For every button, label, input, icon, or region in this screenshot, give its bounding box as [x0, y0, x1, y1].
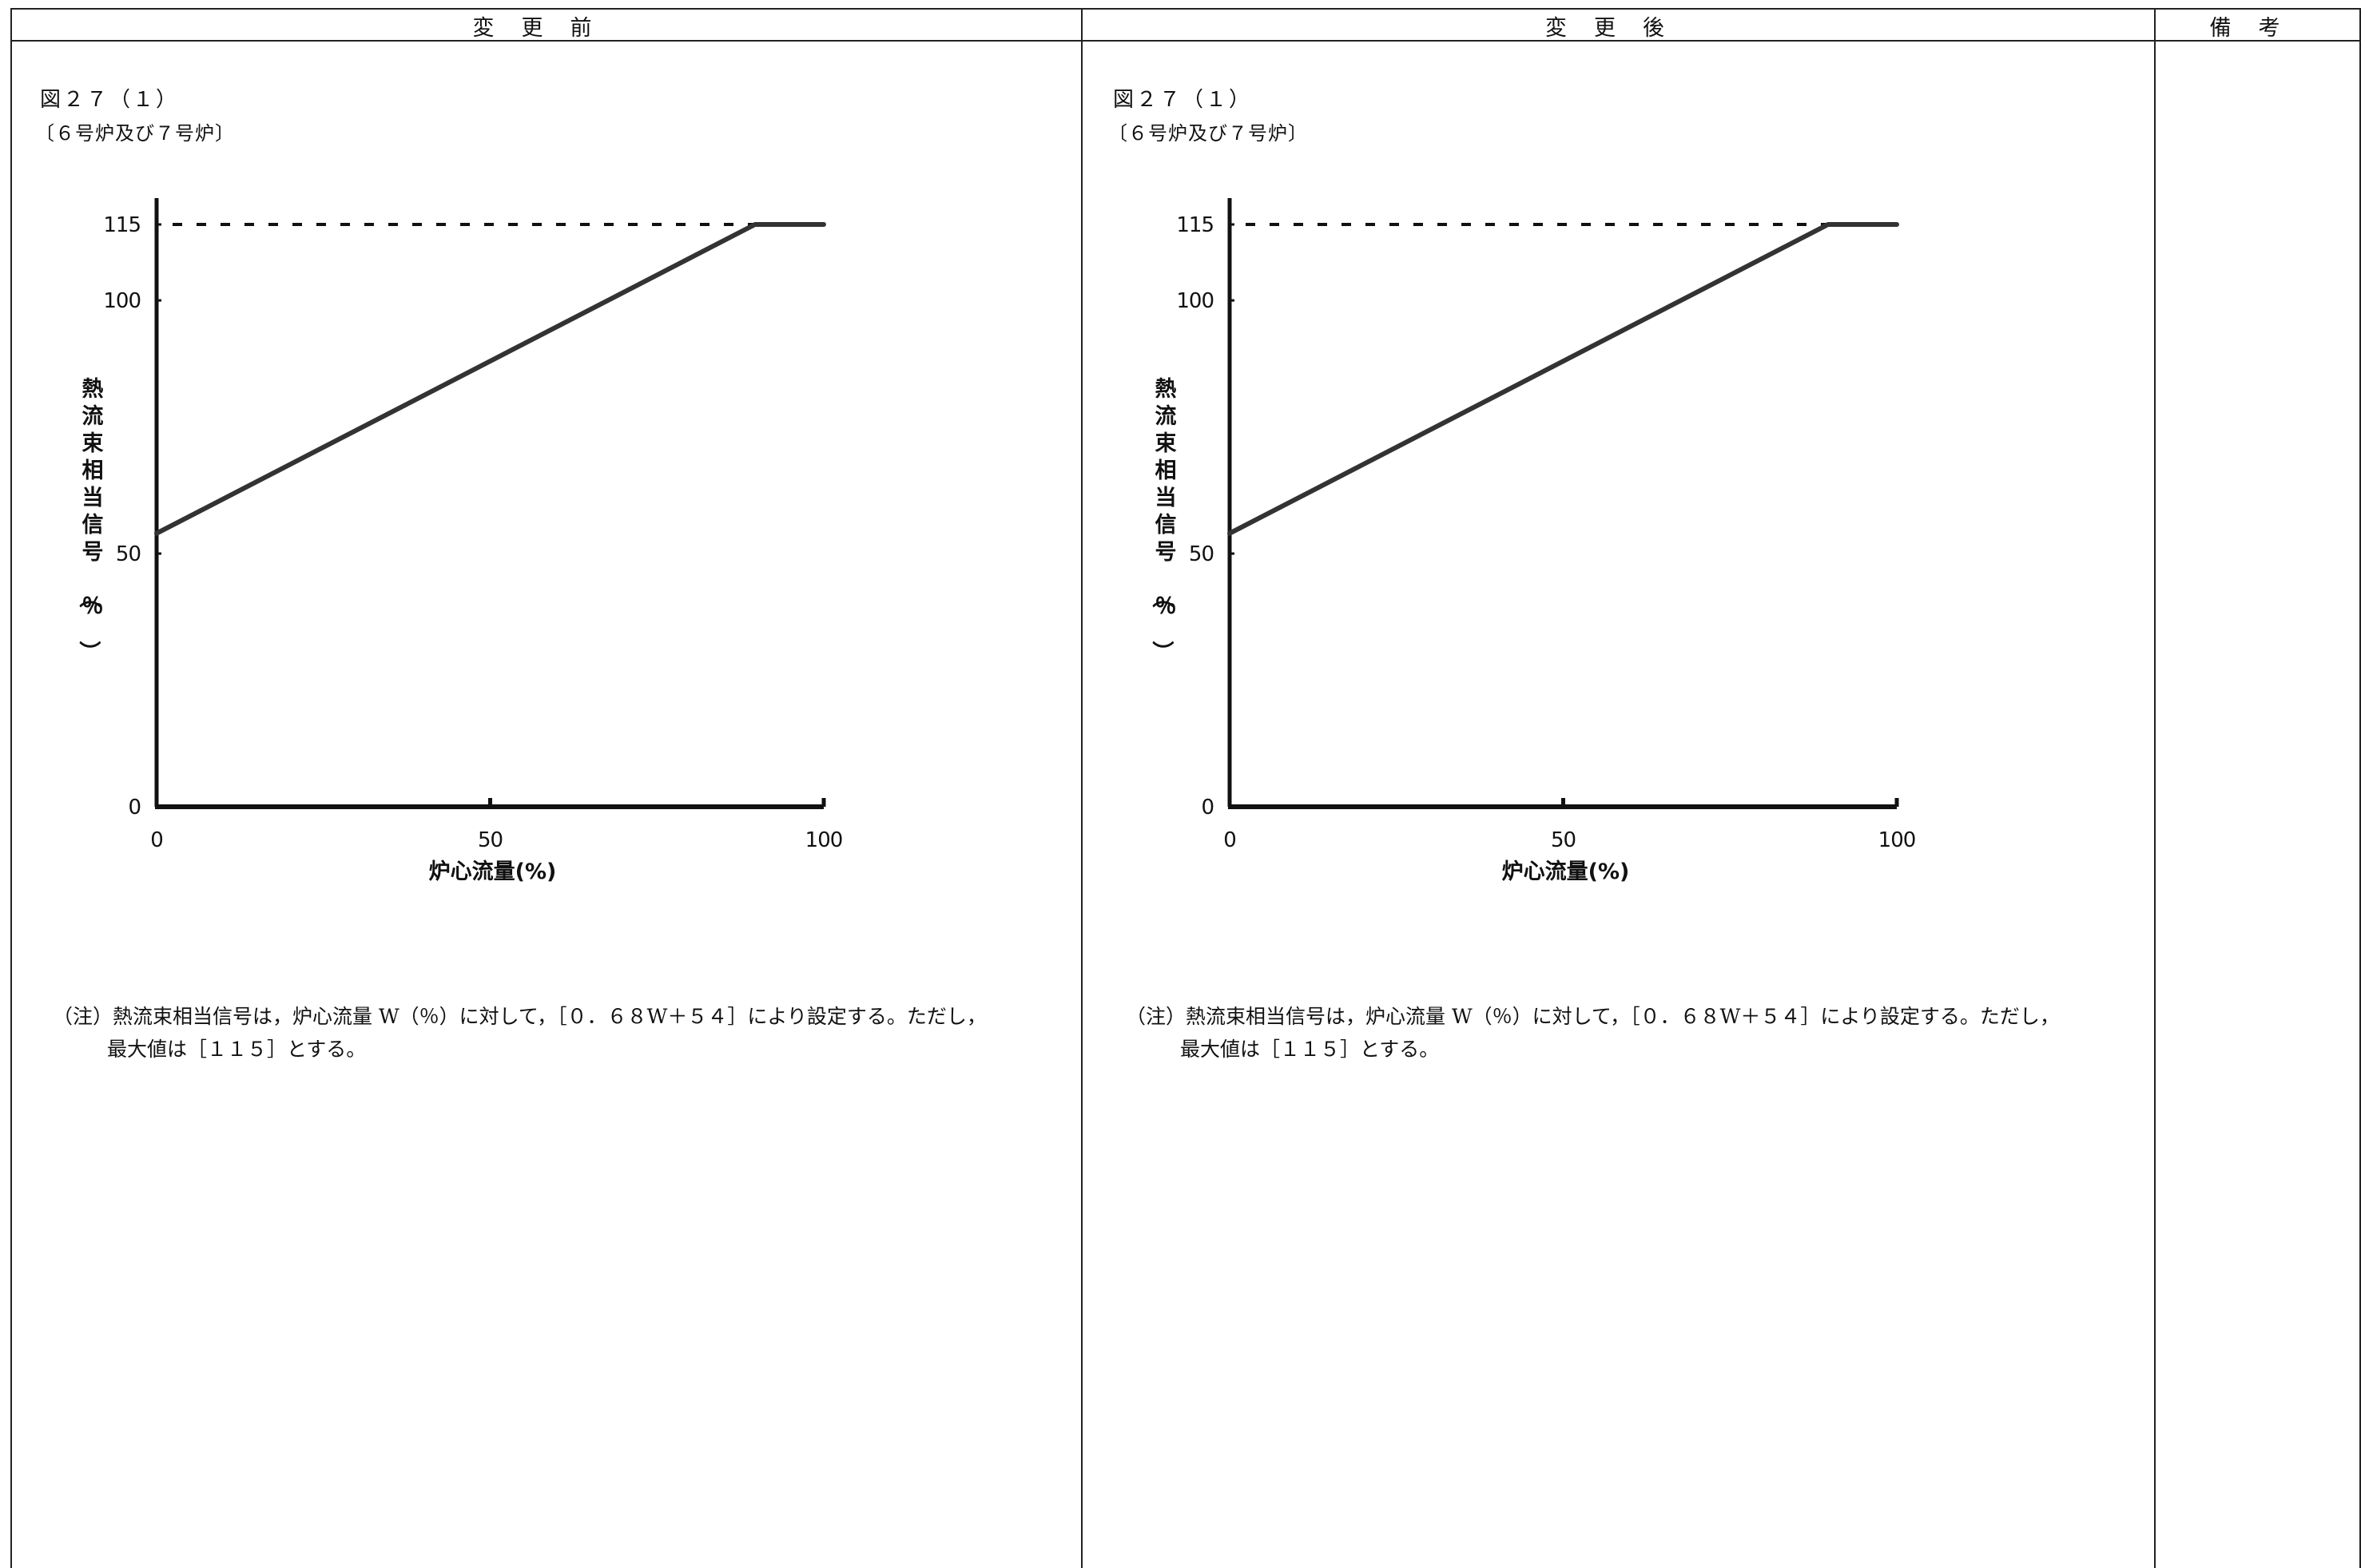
header-remarks-label: 備考 — [2209, 15, 2307, 41]
y-tick-label: 0 — [1201, 796, 1214, 820]
header-divider — [10, 40, 2361, 42]
chart-after: 0 50 100 115 0 50 100 炉心流量(%) 熱流束相当信号（％） — [1150, 198, 1916, 884]
series-line — [1227, 222, 1899, 536]
header-after: 変更後 — [1083, 10, 2154, 42]
x-axis-title: 炉心流量(%) — [1502, 859, 1630, 884]
x-tick-label: 50 — [1551, 828, 1576, 852]
figure-subtitle-before: 〔６号炉及び７号炉〕 — [35, 122, 235, 145]
x-tick-label: 100 — [805, 828, 843, 852]
header-before-label: 変更前 — [472, 15, 619, 41]
document-frame — [10, 8, 2361, 1568]
note-before-line1: （注）熱流束相当信号は，炉心流量 W（％）に対して，［０．６８W＋５４］により設… — [53, 1005, 987, 1028]
y-tick-label: 50 — [1189, 542, 1214, 566]
x-axis-title: 炉心流量(%) — [429, 859, 557, 884]
y-axis-title: 熱流束相当信号（％） — [77, 377, 104, 662]
header-before: 変更前 — [10, 10, 1081, 42]
series-line — [154, 222, 826, 536]
note-after-line2: 最大値は［１１５］とする。 — [1180, 1038, 1440, 1062]
figure-title-after: 図２７（１） — [1113, 88, 1253, 112]
y-tick-label: 100 — [1176, 289, 1214, 313]
note-after: （注）熱流束相当信号は，炉心流量 W（％）に対して，［０．６８W＋５４］により設… — [1126, 1000, 2060, 1066]
x-tick-label: 0 — [1223, 828, 1236, 852]
header-after-label: 変更後 — [1545, 15, 1691, 41]
column-divider-middle — [1081, 8, 1083, 1568]
x-tick-label: 0 — [150, 828, 163, 852]
y-tick-label: 115 — [103, 213, 141, 237]
y-tick-label: 0 — [128, 796, 141, 820]
y-tick-label: 50 — [116, 542, 141, 566]
note-before: （注）熱流束相当信号は，炉心流量 W（％）に対して，［０．６８W＋５４］により設… — [53, 1000, 987, 1066]
y-tick-label: 100 — [103, 289, 141, 313]
chart-before: 0 50 100 115 0 50 100 炉心流量(%) 熱流束相当信号（％） — [77, 198, 843, 884]
y-axis-title: 熱流束相当信号（％） — [1150, 377, 1177, 662]
column-divider-remarks — [2154, 8, 2156, 1568]
x-tick-label: 100 — [1878, 828, 1916, 852]
figure-subtitle-after: 〔６号炉及び７号炉〕 — [1108, 122, 1308, 145]
x-tick-label: 50 — [478, 828, 503, 852]
header-remarks: 備考 — [2156, 10, 2361, 42]
note-after-line1: （注）熱流束相当信号は，炉心流量 W（％）に対して，［０．６８W＋５４］により設… — [1126, 1005, 2060, 1028]
y-tick-label: 115 — [1176, 213, 1214, 237]
figure-title-before: 図２７（１） — [40, 88, 180, 112]
note-before-line2: 最大値は［１１５］とする。 — [107, 1038, 367, 1062]
